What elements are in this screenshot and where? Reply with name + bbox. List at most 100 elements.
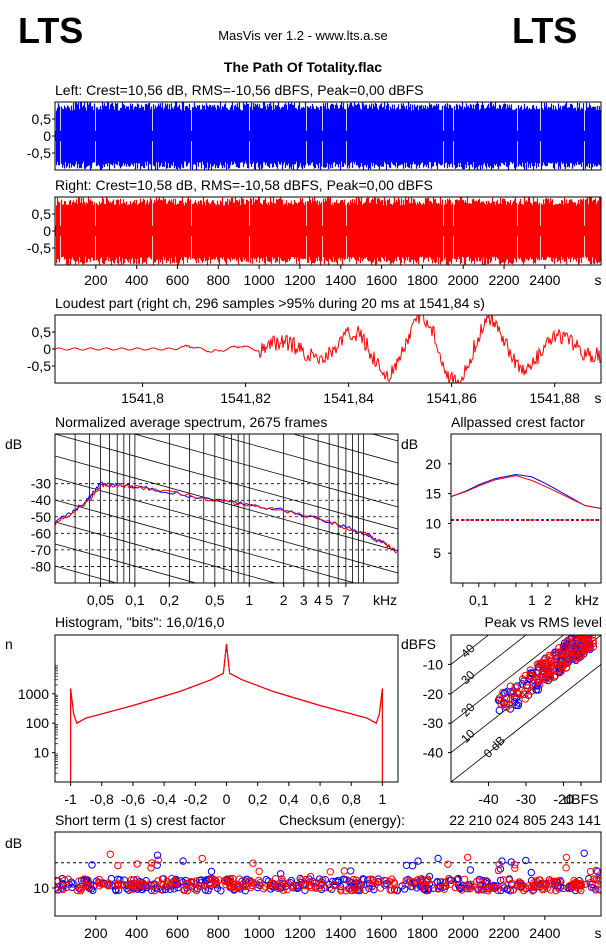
short-term-point <box>255 876 263 885</box>
histogram-ylabel: n <box>5 636 13 652</box>
short-term-point <box>125 880 133 889</box>
short-term-point <box>302 875 310 884</box>
short-term-point <box>84 876 92 884</box>
allpassed-xunit: kHz <box>575 592 599 608</box>
loudest-part-trace <box>55 315 601 383</box>
peak-rms-point <box>583 639 592 647</box>
short-term-point <box>585 875 593 883</box>
short-term-point <box>529 883 538 892</box>
short-term-point <box>460 875 469 883</box>
checksum-label: Checksum (energy): <box>279 812 405 828</box>
right-waveform-frame <box>54 196 602 266</box>
peak-rms-point <box>518 680 527 688</box>
spectrum-slope-line <box>55 455 398 552</box>
right-waveform-xtick-label: 2200 <box>488 272 519 288</box>
spectrum-slope-line <box>55 499 357 583</box>
peak-rms-point <box>506 705 515 713</box>
histogram-ytick-label: 1000 <box>18 686 49 702</box>
short-term-point <box>434 854 442 863</box>
short-term-point <box>369 876 378 885</box>
short-term-point <box>594 876 601 884</box>
short-term-point <box>201 886 210 894</box>
histogram-xtick-label: 0,8 <box>341 791 361 807</box>
peak-rms-xtick-label: dBFS <box>563 791 598 807</box>
loudest-part-title: Loudest part (right ch, 296 samples >95%… <box>55 295 485 311</box>
short-term-point <box>150 881 158 889</box>
short-term-point <box>532 877 540 885</box>
left-waveform-trace <box>54 102 602 170</box>
short-term-point <box>422 886 430 895</box>
spectrum-ytick-label: -60 <box>31 525 51 541</box>
right-waveform-title: Right: Crest=10,58 dB, RMS=-10,58 dBFS, … <box>55 177 433 193</box>
short-term-point <box>444 860 452 868</box>
short-term-point <box>385 878 394 886</box>
allpassed-xtick-label: 0,1 <box>469 592 489 608</box>
short-term-point <box>261 883 270 891</box>
peak-rms-point <box>513 689 522 698</box>
short-term-point <box>154 856 163 864</box>
spectrum-slope-line <box>55 654 398 749</box>
short-term-point <box>187 877 195 886</box>
right-waveform <box>52 197 602 269</box>
short-term-point <box>325 884 333 892</box>
histogram-series-right <box>69 643 384 782</box>
short-term-point <box>271 875 280 883</box>
short-term-point <box>499 876 508 884</box>
short-term-point <box>212 879 220 888</box>
short-term-point <box>106 850 115 858</box>
peak-rms-point <box>563 648 572 657</box>
short-term-point <box>522 856 530 865</box>
short-term-point <box>133 860 141 868</box>
short-term-xtick-label: 1600 <box>366 925 397 941</box>
short-term-xtick-label: 200 <box>84 925 108 941</box>
short-term-point <box>441 882 449 891</box>
short-term-point <box>159 881 168 889</box>
peak-rms-point <box>563 656 572 664</box>
left-waveform <box>52 102 602 170</box>
peak-rms-point <box>548 665 557 673</box>
short-term-point <box>414 857 422 865</box>
short-term-point <box>494 866 503 875</box>
short-term-point <box>482 884 491 893</box>
short-term-point <box>211 877 220 885</box>
peak-rms-diagonal <box>451 663 601 782</box>
spectrum-slope-line <box>132 434 398 508</box>
spectrum-xtick-label: 0,5 <box>205 592 225 608</box>
histogram-chart <box>52 643 384 786</box>
short-term-point <box>139 882 148 890</box>
short-term-point <box>181 886 189 894</box>
short-term-point <box>274 884 282 893</box>
short-term-point <box>530 879 538 887</box>
short-term-xtick-label: 1400 <box>325 925 356 941</box>
short-term-point <box>277 870 285 878</box>
short-term-point <box>366 875 374 883</box>
short-term-point <box>400 885 409 893</box>
histogram-xtick-label: 0 <box>223 791 231 807</box>
allpassed-ytick-label: 10 <box>425 515 441 531</box>
short-term-point <box>107 874 116 883</box>
short-term-xtick-label: 2000 <box>448 925 479 941</box>
short-term-point <box>55 886 60 894</box>
file-title: The Path Of Totality.flac <box>224 59 382 75</box>
peak-rms-point <box>529 679 538 687</box>
spectrum-xtick-label: 0,1 <box>125 592 145 608</box>
histogram-ytick-label: 100 <box>26 715 50 731</box>
peak-rms-point <box>506 682 515 691</box>
peak-rms-point <box>581 635 590 641</box>
short-term-xtick-label: 800 <box>207 925 231 941</box>
short-term-point <box>255 867 263 875</box>
peak-rms-xtick-label: -20 <box>553 791 573 807</box>
spectrum-xtick-label: 0,05 <box>87 592 114 608</box>
spectrum-xtick-label: 0,2 <box>160 592 180 608</box>
short-term-xtick-label: 1200 <box>284 925 315 941</box>
short-term-point <box>464 853 472 862</box>
short-term-point <box>380 876 389 885</box>
left-waveform-ytick-label: 0,5 <box>32 111 52 127</box>
short-term-point <box>64 875 72 883</box>
allpassed-crest-title: Allpassed crest factor <box>451 414 585 430</box>
short-term-point <box>577 879 585 887</box>
short-term-point <box>326 868 334 876</box>
loudest-part-xtick-label: 1541,82 <box>220 390 271 406</box>
short-term-point <box>198 854 206 863</box>
peak-rms-frame <box>450 634 602 783</box>
